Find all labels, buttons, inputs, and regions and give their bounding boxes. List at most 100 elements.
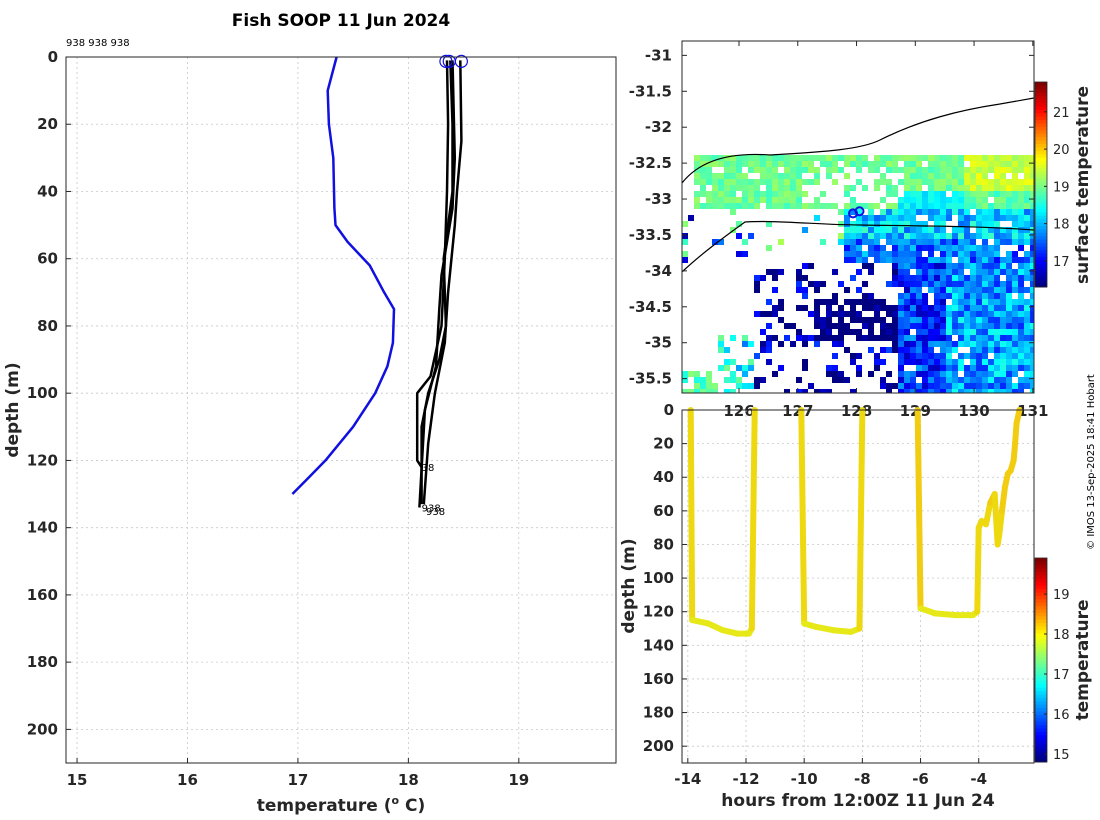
sst-pixel bbox=[874, 317, 880, 323]
sst-pixel bbox=[976, 287, 982, 293]
sst-pixel bbox=[910, 167, 916, 173]
sst-pixel bbox=[988, 329, 994, 335]
sst-pixel bbox=[742, 173, 748, 179]
temperature-colorbar-swatch bbox=[1035, 595, 1047, 600]
sst-pixel bbox=[766, 341, 772, 347]
track-y-tick-label: 160 bbox=[643, 670, 674, 688]
sst-pixel bbox=[970, 203, 976, 209]
sst-pixel bbox=[784, 185, 790, 191]
sst-pixel bbox=[982, 347, 988, 353]
sst-pixel bbox=[964, 377, 970, 383]
sst-pixel bbox=[946, 233, 952, 239]
sst-pixel bbox=[994, 383, 1000, 389]
sst-pixel bbox=[964, 185, 970, 191]
sst-pixel bbox=[706, 371, 712, 377]
sst-pixel bbox=[892, 311, 898, 317]
sst-pixel bbox=[898, 221, 904, 227]
sst-pixel bbox=[1024, 203, 1030, 209]
sst-pixel bbox=[778, 365, 784, 371]
sst-pixel bbox=[862, 257, 868, 263]
sst-pixel bbox=[778, 299, 784, 305]
sst-pixel bbox=[706, 167, 712, 173]
sst-pixel bbox=[1030, 263, 1034, 269]
sst-pixel bbox=[946, 275, 952, 281]
sst-pixel bbox=[1018, 257, 1024, 263]
sst-pixel bbox=[910, 359, 916, 365]
sst-pixel bbox=[748, 179, 754, 185]
sst-colorbar-swatch bbox=[1035, 232, 1047, 237]
sst-pixel bbox=[964, 275, 970, 281]
sst-colorbar-swatch bbox=[1035, 126, 1047, 131]
sst-pixel bbox=[766, 359, 772, 365]
sst-pixel bbox=[988, 347, 994, 353]
sst-pixel bbox=[736, 233, 742, 239]
sst-pixel bbox=[730, 335, 736, 341]
sst-pixel bbox=[988, 311, 994, 317]
sst-pixel bbox=[898, 275, 904, 281]
sst-pixel bbox=[904, 233, 910, 239]
sst-pixel bbox=[922, 365, 928, 371]
sst-pixel bbox=[1018, 185, 1024, 191]
sst-pixel bbox=[1024, 329, 1030, 335]
sst-pixel bbox=[928, 209, 934, 215]
sst-pixel bbox=[712, 197, 718, 203]
sst-pixel bbox=[688, 371, 694, 377]
sst-pixel bbox=[736, 185, 742, 191]
sst-pixel bbox=[766, 203, 772, 209]
sst-pixel bbox=[1012, 365, 1018, 371]
sst-pixel bbox=[928, 233, 934, 239]
temperature-profile-line bbox=[415, 60, 450, 468]
sst-pixel bbox=[898, 329, 904, 335]
sst-pixel bbox=[928, 179, 934, 185]
sst-pixel bbox=[694, 167, 700, 173]
sst-pixel bbox=[844, 239, 850, 245]
sst-pixel bbox=[1000, 197, 1006, 203]
sst-pixel bbox=[1012, 227, 1018, 233]
sst-pixel bbox=[982, 221, 988, 227]
sst-pixel bbox=[1024, 275, 1030, 281]
sst-pixel bbox=[724, 161, 730, 167]
temperature-colorbar-swatch bbox=[1035, 605, 1047, 610]
sst-pixel bbox=[1012, 155, 1018, 161]
sst-pixel bbox=[880, 179, 886, 185]
sst-pixel bbox=[1000, 305, 1006, 311]
sst-pixel bbox=[1006, 389, 1012, 393]
sst-pixel bbox=[982, 263, 988, 269]
sst-pixel bbox=[952, 293, 958, 299]
sst-pixel bbox=[970, 353, 976, 359]
sst-pixel bbox=[778, 305, 784, 311]
sst-pixel bbox=[796, 173, 802, 179]
sst-pixel bbox=[1024, 317, 1030, 323]
sst-pixel bbox=[742, 365, 748, 371]
sst-pixel bbox=[940, 311, 946, 317]
sst-pixel bbox=[892, 239, 898, 245]
profile-y-tick-label: 40 bbox=[37, 182, 58, 200]
sst-pixel bbox=[964, 383, 970, 389]
sst-pixel bbox=[910, 251, 916, 257]
sst-pixel bbox=[874, 335, 880, 341]
sst-pixel bbox=[952, 371, 958, 377]
sst-pixel bbox=[970, 233, 976, 239]
sst-pixel bbox=[982, 215, 988, 221]
sst-pixel bbox=[886, 167, 892, 173]
sst-pixel bbox=[940, 317, 946, 323]
sst-pixel bbox=[898, 359, 904, 365]
sst-pixel bbox=[976, 155, 982, 161]
sst-pixel bbox=[754, 281, 760, 287]
sst-pixel bbox=[1018, 347, 1024, 353]
sst-pixel bbox=[832, 323, 838, 329]
sst-pixel bbox=[994, 185, 1000, 191]
sst-pixel bbox=[940, 185, 946, 191]
sst-pixel bbox=[940, 359, 946, 365]
temperature-colorbar-swatch bbox=[1035, 656, 1047, 661]
sst-pixel bbox=[862, 281, 868, 287]
sst-pixel bbox=[1000, 347, 1006, 353]
sst-pixel bbox=[784, 161, 790, 167]
profile-grid bbox=[66, 56, 616, 763]
sst-pixel bbox=[970, 305, 976, 311]
sst-pixel bbox=[802, 155, 808, 161]
sst-pixel bbox=[802, 389, 808, 393]
sst-pixel bbox=[1030, 203, 1034, 209]
sst-pixel bbox=[1012, 215, 1018, 221]
sst-pixel bbox=[706, 179, 712, 185]
